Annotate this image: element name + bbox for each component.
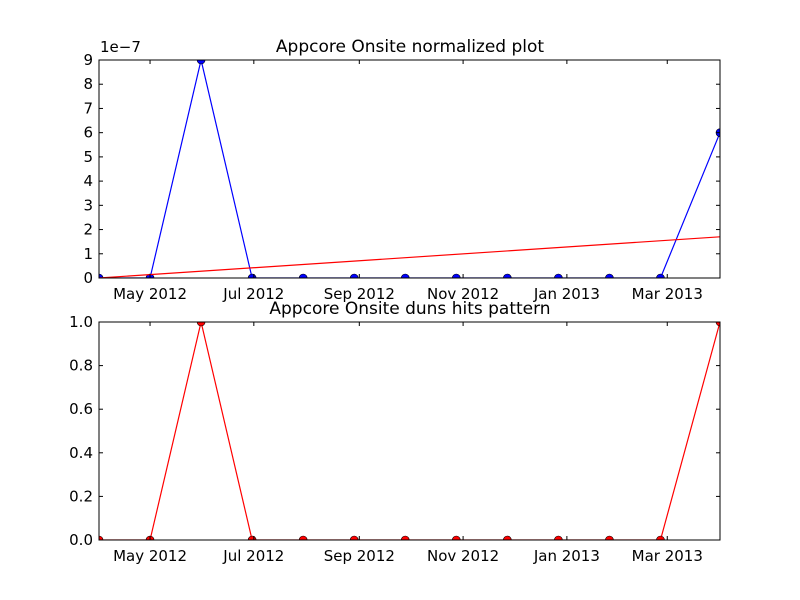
x-tick-label: Nov 2012 xyxy=(427,547,499,565)
y-tick-label: 9 xyxy=(83,51,93,69)
data-point xyxy=(715,322,720,327)
data-point xyxy=(554,273,563,278)
y-offset-label: 1e−7 xyxy=(100,38,141,56)
x-tick-label: Jul 2012 xyxy=(222,547,284,565)
data-point xyxy=(656,535,665,540)
data-point xyxy=(554,535,563,540)
data-point xyxy=(349,273,359,278)
x-tick-label: Jan 2013 xyxy=(533,547,600,565)
chart-title: Appcore Onsite normalized plot xyxy=(276,37,544,57)
x-tick-label: Jan 2013 xyxy=(533,285,600,303)
x-tick-label: May 2012 xyxy=(113,285,187,303)
axes-frame xyxy=(98,59,721,279)
x-tick-label: Nov 2012 xyxy=(427,285,499,303)
y-tick-label: 5 xyxy=(83,148,93,166)
y-tick-label: 8 xyxy=(83,75,93,93)
y-tick-label: 0 xyxy=(83,269,93,287)
duns-hits-plot: Appcore Onsite duns hits pattern 0.0 0.2 0… xyxy=(69,299,721,565)
data-point xyxy=(503,535,512,540)
y-tick-label: 7 xyxy=(83,99,93,117)
data-point xyxy=(400,535,410,540)
y-tick-label: 3 xyxy=(83,196,93,214)
x-tick-label: May 2012 xyxy=(113,547,187,565)
data-point xyxy=(503,273,512,278)
data-point xyxy=(605,273,614,278)
y-tick-label: 0.8 xyxy=(69,357,93,375)
data-point xyxy=(349,535,359,540)
data-point xyxy=(451,535,461,540)
y-tick-label: 4 xyxy=(83,172,93,190)
y-tick-label: 0.6 xyxy=(69,400,93,418)
data-point xyxy=(99,273,104,278)
x-tick-label: Sep 2012 xyxy=(324,547,395,565)
data-point xyxy=(656,273,665,278)
x-tick-label: Mar 2013 xyxy=(632,547,703,565)
data-point xyxy=(298,535,308,540)
data-point xyxy=(400,273,410,278)
y-tick-label: 0.2 xyxy=(69,487,93,505)
normalized-plot: Appcore Onsite normalized plot 1e−7 0 1 2 3… xyxy=(83,37,721,303)
x-tick-label: Mar 2013 xyxy=(632,285,703,303)
data-point xyxy=(298,273,308,278)
series-line xyxy=(99,236,720,278)
data-point xyxy=(451,273,461,278)
data-point xyxy=(196,322,206,327)
y-tick-label: 2 xyxy=(83,221,93,239)
chart-title: Appcore Onsite duns hits pattern xyxy=(269,299,550,319)
data-point xyxy=(605,535,614,540)
data-point xyxy=(196,60,206,65)
y-tick-label: 6 xyxy=(83,124,93,142)
y-tick-label: 0.4 xyxy=(69,444,93,462)
y-tick-label: 1 xyxy=(83,245,93,263)
data-point xyxy=(99,535,104,540)
axes-frame xyxy=(98,321,721,541)
x-tick-label: Sep 2012 xyxy=(324,285,395,303)
y-tick-label: 1.0 xyxy=(69,313,93,331)
x-tick-label: Jul 2012 xyxy=(222,285,284,303)
y-tick-label: 0.0 xyxy=(69,531,93,549)
